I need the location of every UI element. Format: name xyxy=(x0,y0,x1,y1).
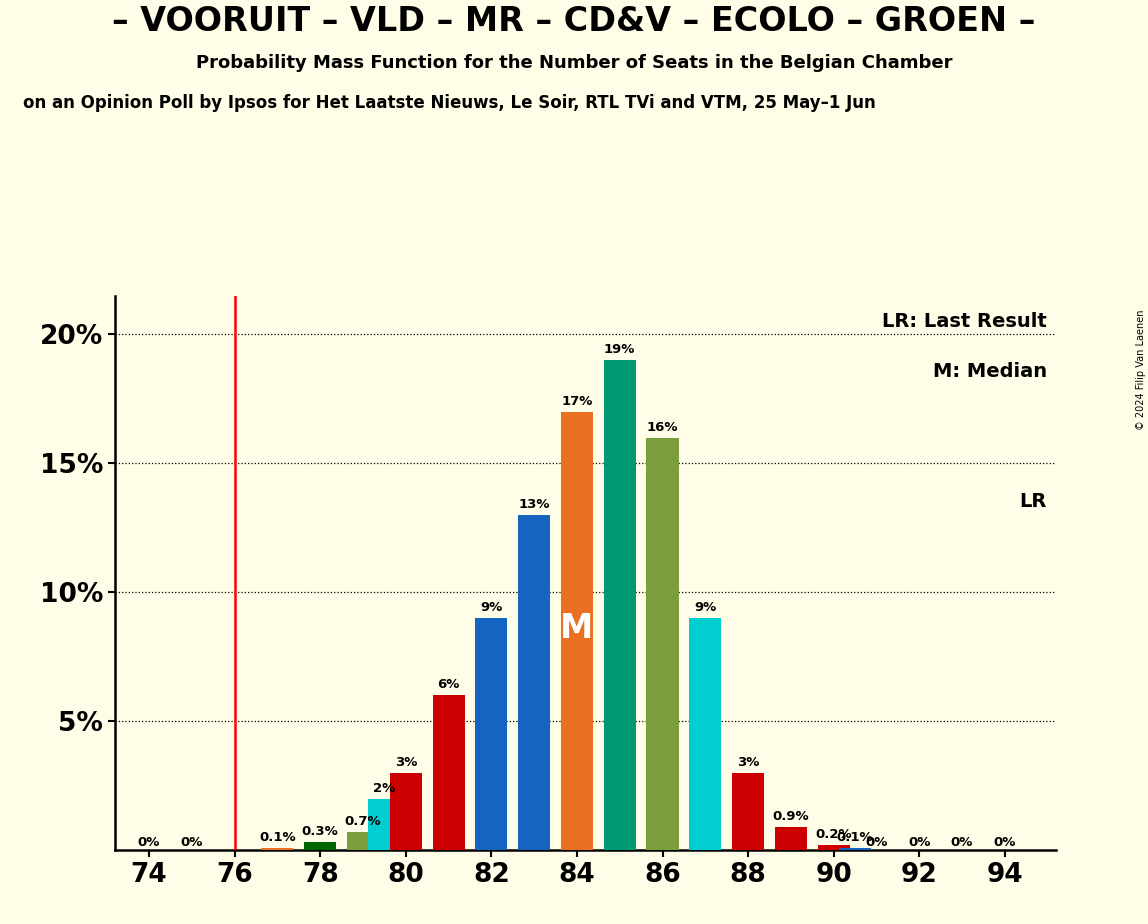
Text: 0.1%: 0.1% xyxy=(837,831,874,844)
Text: 0%: 0% xyxy=(994,836,1016,849)
Text: 0.1%: 0.1% xyxy=(259,831,296,844)
Bar xyxy=(518,515,550,850)
Text: LR: Last Result: LR: Last Result xyxy=(882,312,1047,332)
Text: M: M xyxy=(560,612,594,645)
Bar xyxy=(646,437,678,850)
Bar xyxy=(347,832,379,850)
Text: 9%: 9% xyxy=(480,602,503,614)
Text: – VOORUIT – VLD – MR – CD&V – ECOLO – GROEN –: – VOORUIT – VLD – MR – CD&V – ECOLO – GR… xyxy=(113,5,1035,38)
Text: on an Opinion Poll by Ipsos for Het Laatste Nieuws, Le Soir, RTL TVi and VTM, 25: on an Opinion Poll by Ipsos for Het Laat… xyxy=(23,94,876,112)
Bar xyxy=(604,360,636,850)
Text: 0%: 0% xyxy=(138,836,161,849)
Text: 3%: 3% xyxy=(737,756,759,769)
Bar xyxy=(475,618,507,850)
Text: 0.2%: 0.2% xyxy=(815,828,852,841)
Bar xyxy=(817,845,850,850)
Text: 13%: 13% xyxy=(519,498,550,511)
Text: 0.9%: 0.9% xyxy=(773,810,809,823)
Bar xyxy=(689,618,721,850)
Text: LR: LR xyxy=(1019,492,1047,512)
Bar xyxy=(304,843,336,850)
Text: 0.7%: 0.7% xyxy=(344,815,381,828)
Text: 0%: 0% xyxy=(180,836,203,849)
Bar xyxy=(839,847,871,850)
Text: © 2024 Filip Van Laenen: © 2024 Filip Van Laenen xyxy=(1135,310,1146,430)
Text: 0%: 0% xyxy=(866,836,887,849)
Text: 3%: 3% xyxy=(395,756,417,769)
Bar xyxy=(262,847,294,850)
Bar xyxy=(369,798,401,850)
Bar xyxy=(433,696,465,850)
Bar xyxy=(561,412,594,850)
Text: 19%: 19% xyxy=(604,344,635,357)
Bar xyxy=(775,827,807,850)
Text: 16%: 16% xyxy=(646,420,678,433)
Text: 2%: 2% xyxy=(373,782,396,795)
Bar xyxy=(732,772,765,850)
Text: 9%: 9% xyxy=(695,602,716,614)
Text: 0%: 0% xyxy=(951,836,974,849)
Bar xyxy=(389,772,421,850)
Text: 0.3%: 0.3% xyxy=(302,825,339,838)
Text: 17%: 17% xyxy=(561,395,592,407)
Text: 6%: 6% xyxy=(437,678,459,691)
Text: Probability Mass Function for the Number of Seats in the Belgian Chamber: Probability Mass Function for the Number… xyxy=(196,54,952,71)
Text: M: Median: M: Median xyxy=(932,362,1047,382)
Text: 0%: 0% xyxy=(908,836,930,849)
